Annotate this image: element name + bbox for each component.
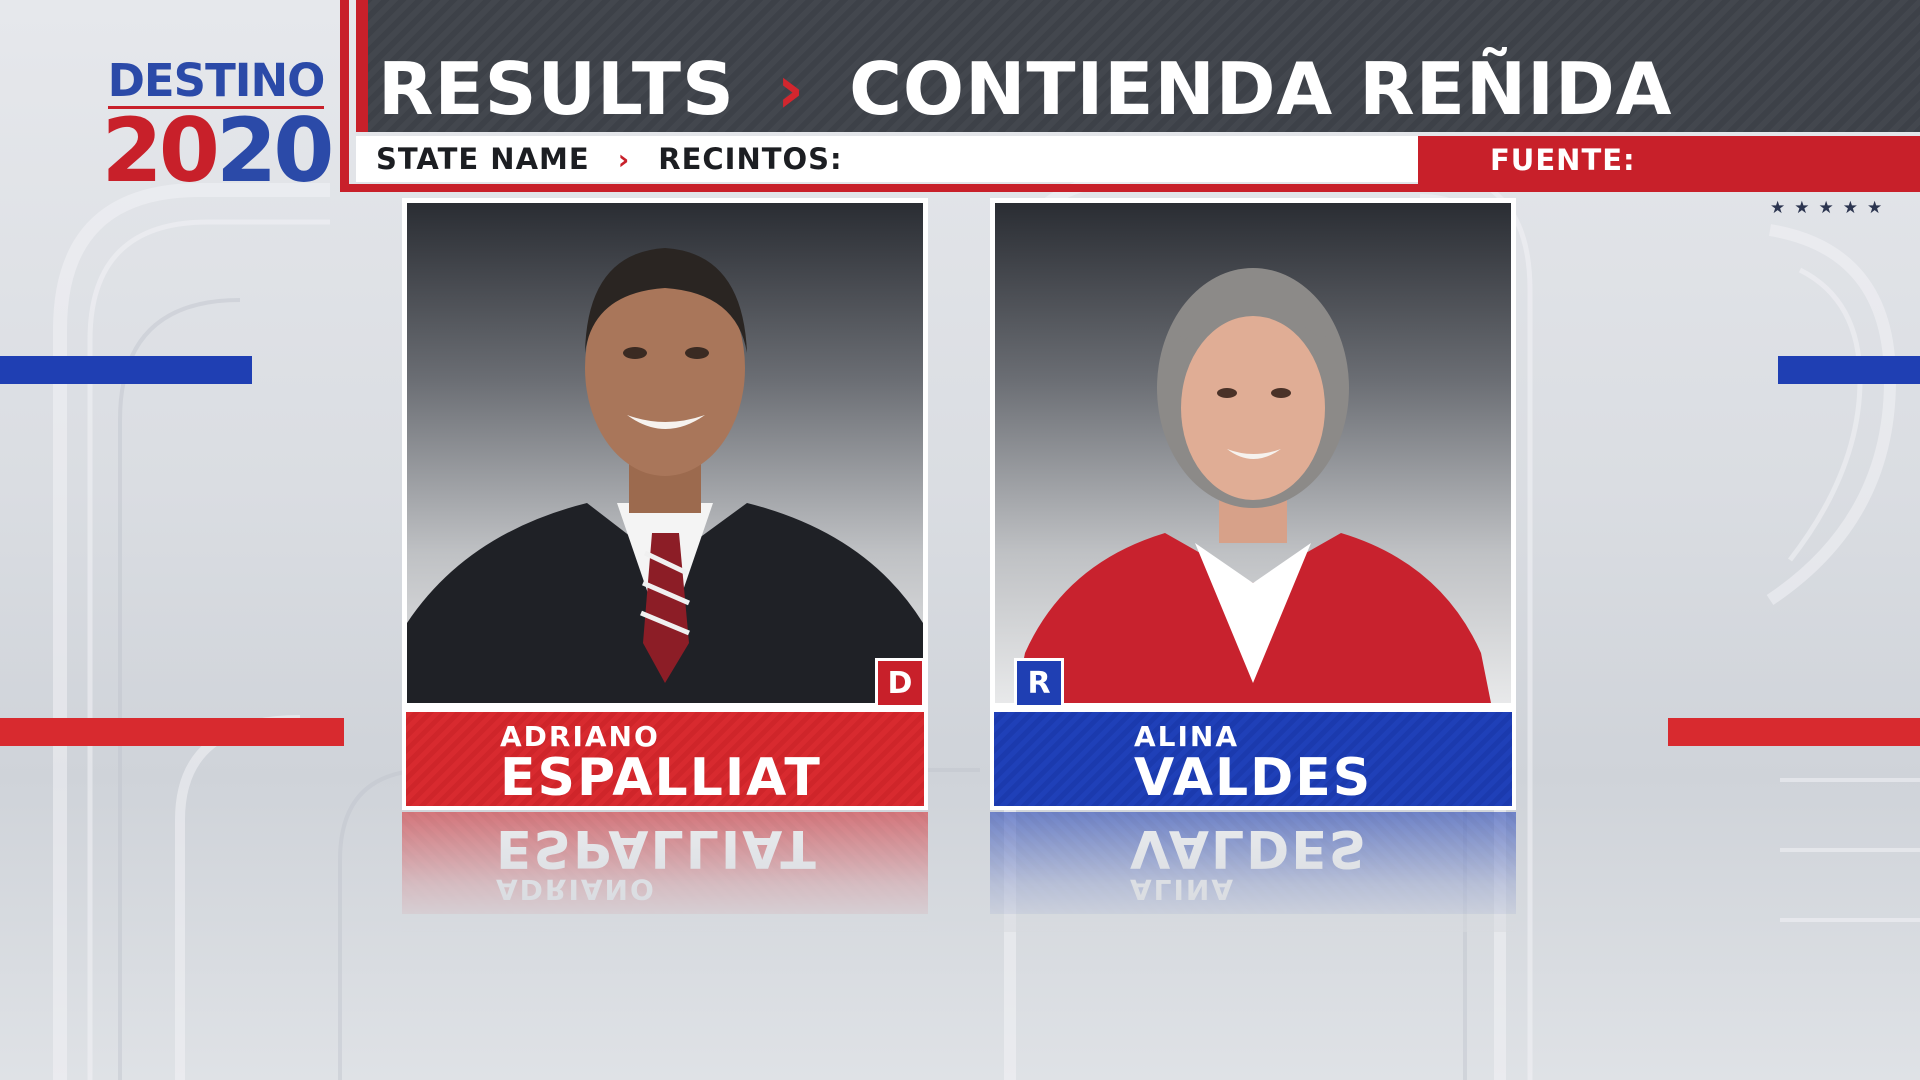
subheader-bar [356, 136, 1418, 182]
candidate-portrait-woman [1015, 268, 1491, 703]
stars-decoration: ★★★★★ [1770, 198, 1892, 218]
candidate-portrait-man [407, 248, 923, 703]
candidate-first-name: ADRIANO [500, 720, 660, 753]
precincts-label: RECINTOS: [658, 142, 843, 176]
reflection-fade [990, 812, 1516, 932]
header-red-edge [356, 0, 368, 132]
header-red-accent [340, 0, 349, 192]
source-label: FUENTE: [1490, 143, 1636, 177]
name-plate-reflection: ADRIANO ESPALLIAT [402, 812, 928, 932]
right-blue-stripe [1778, 356, 1920, 384]
candidate-photo [995, 203, 1511, 703]
logo-year-part2: 20 [216, 99, 334, 202]
name-plate-reflection: ALINA VALDES [990, 812, 1516, 932]
logo-destino-text: DESTINO [107, 54, 326, 107]
left-blue-stripe [0, 356, 252, 384]
source-bar [1418, 136, 1920, 184]
subheader-text: STATE NAME › RECINTOS: [376, 136, 843, 182]
chevron-right-icon: › [617, 142, 631, 176]
candidate-card-republican: R ALINA VALDES [990, 198, 1516, 810]
title-results: RESULTS [378, 47, 735, 131]
logo-rule [108, 106, 324, 109]
left-red-stripe [0, 718, 344, 746]
state-name-label: STATE NAME [376, 142, 590, 176]
name-plate: ADRIANO ESPALLIAT [402, 708, 928, 810]
candidate-last-name: VALDES [1134, 748, 1373, 808]
subheader-red-rule [349, 184, 1920, 192]
name-plate: ALINA VALDES [990, 708, 1516, 810]
party-badge-d: D [875, 658, 925, 708]
header-bar [356, 0, 1920, 132]
candidate-photo-frame: R [990, 198, 1516, 708]
title-race: CONTIENDA REÑIDA [849, 47, 1673, 131]
candidate-photo [407, 203, 923, 703]
candidate-card-democrat: D ADRIANO ESPALLIAT [402, 198, 928, 810]
right-red-stripe [1668, 718, 1920, 746]
candidate-last-name: ESPALLIAT [500, 748, 822, 808]
chevron-right-icon: › [776, 50, 806, 128]
party-badge-r: R [1014, 658, 1064, 708]
logo-year: 2020 [100, 107, 335, 195]
logo-year-part1: 20 [101, 99, 220, 202]
candidate-first-name: ALINA [1134, 720, 1240, 753]
destino-2020-logo: DESTINO 2020 [100, 54, 335, 195]
reflection-fade [402, 812, 928, 932]
header-title: RESULTS › CONTIENDA REÑIDA [378, 46, 1672, 132]
candidate-photo-frame: D [402, 198, 928, 708]
